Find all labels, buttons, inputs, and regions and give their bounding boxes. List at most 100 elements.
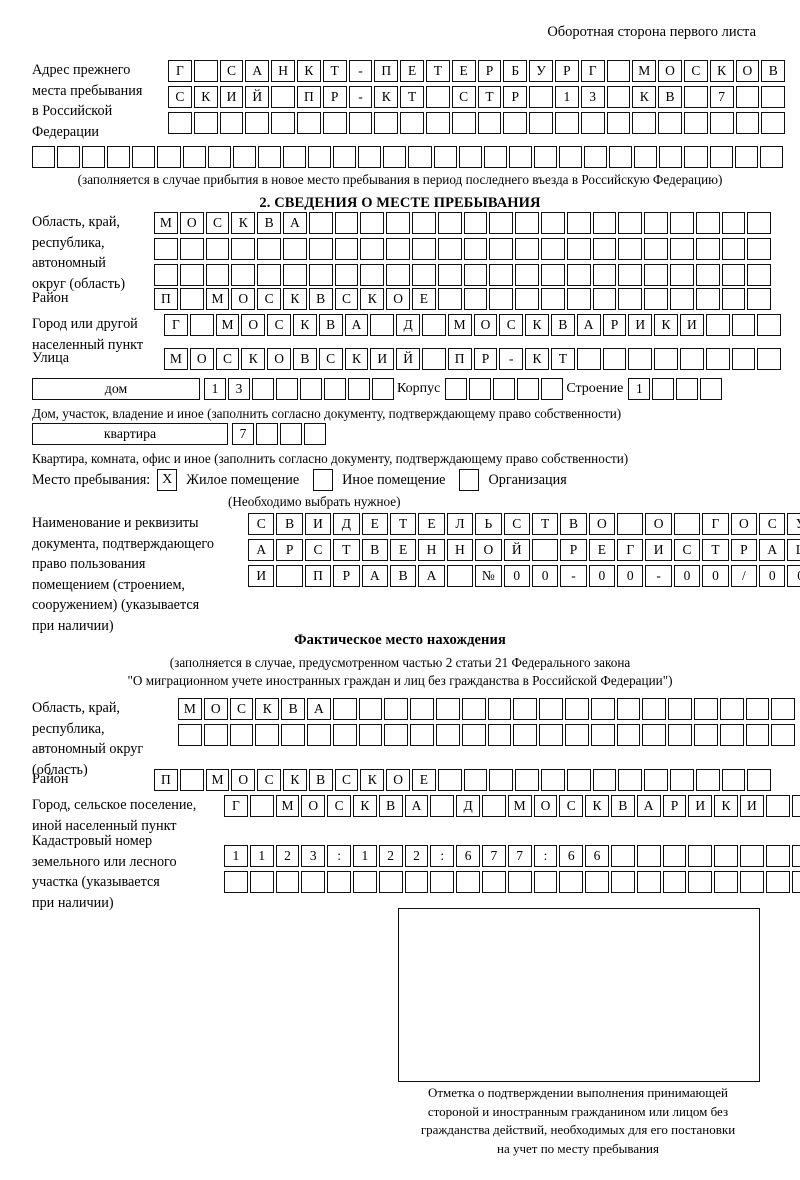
house-cell-7[interactable]	[348, 378, 370, 400]
region-cell-16[interactable]	[540, 264, 565, 286]
prev-addr-cell-6[interactable]: П	[296, 86, 321, 108]
city-cell-21[interactable]: И	[679, 314, 704, 336]
cadastral-cell-21[interactable]	[739, 845, 764, 867]
house-cell-5[interactable]	[300, 378, 322, 400]
city-cell-2[interactable]	[189, 314, 214, 336]
actual-city-cell-12[interactable]: М	[507, 795, 532, 817]
actual-region-cell-11[interactable]	[435, 698, 460, 720]
region-cell-2[interactable]	[179, 238, 204, 260]
region-cell-21[interactable]	[669, 212, 694, 234]
region-cell-19[interactable]	[618, 212, 643, 234]
region-cell-15[interactable]	[515, 264, 539, 286]
city-cell-23[interactable]	[731, 314, 756, 336]
street-cell-22[interactable]	[705, 348, 730, 370]
actual-city-cell-8[interactable]: А	[404, 795, 429, 817]
actual-region-cell-15[interactable]	[539, 698, 563, 720]
document-cell-4[interactable]: Д	[333, 513, 360, 535]
region-cell-13[interactable]	[463, 212, 488, 234]
document-cell-1[interactable]: С	[248, 513, 275, 535]
prev-addr-cell-8[interactable]	[207, 146, 231, 168]
region-cell-23[interactable]	[721, 264, 746, 286]
prev-addr-cell-11[interactable]: Т	[425, 60, 450, 82]
document-cell-3[interactable]: С	[304, 539, 332, 561]
document-cell-11[interactable]: 0	[531, 565, 559, 587]
prev-addr-cell-8[interactable]: -	[348, 60, 373, 82]
region-cell-1[interactable]: М	[154, 212, 178, 234]
city-cell-5[interactable]: С	[267, 314, 291, 336]
prev-addr-cell-7[interactable]: Т	[322, 60, 347, 82]
prev-addr-cell-11[interactable]	[425, 112, 450, 134]
document-cell-9[interactable]: Ь	[475, 513, 502, 535]
document-cell-7[interactable]: Е	[418, 513, 445, 535]
cadastral-cell-16[interactable]	[610, 871, 635, 893]
region-cell-8[interactable]	[334, 212, 359, 234]
region-cell-18[interactable]	[592, 264, 617, 286]
cadastral-cell-19[interactable]	[688, 871, 713, 893]
prev-addr-cell-16[interactable]: 1	[554, 86, 579, 108]
actual-district-cell-9[interactable]: К	[360, 769, 385, 791]
region-row-2[interactable]	[154, 238, 772, 260]
actual-district-cell-5[interactable]: С	[257, 769, 281, 791]
cadastral-cell-15[interactable]	[585, 871, 609, 893]
actual-city-cell-21[interactable]: И	[739, 795, 764, 817]
prev-addr-cell-10[interactable]	[400, 112, 424, 134]
region-cell-18[interactable]	[592, 212, 617, 234]
document-cell-14[interactable]: 0	[617, 565, 644, 587]
document-cell-20[interactable]: У	[787, 513, 800, 535]
actual-district-cell-20[interactable]	[644, 769, 668, 791]
flat-cell-2[interactable]	[256, 423, 278, 445]
actual-region-cell-22[interactable]	[719, 724, 744, 746]
region-cell-17[interactable]	[566, 212, 591, 234]
city-cell-16[interactable]: В	[550, 314, 575, 336]
region-cell-18[interactable]	[592, 238, 617, 260]
region-cell-11[interactable]	[411, 212, 436, 234]
prev-addr-cell-22[interactable]	[558, 146, 583, 168]
street-cell-6[interactable]: В	[292, 348, 317, 370]
city-cell-7[interactable]: В	[318, 314, 343, 336]
cadastral-cell-9[interactable]	[430, 871, 455, 893]
cadastral-cell-12[interactable]: 7	[507, 845, 532, 867]
prev-addr-cell-1[interactable]: С	[168, 86, 192, 108]
actual-region-cell-8[interactable]	[358, 698, 383, 720]
street-cell-3[interactable]: С	[215, 348, 240, 370]
document-cell-18[interactable]: Р	[730, 539, 758, 561]
street-cell-23[interactable]	[731, 348, 756, 370]
cadastral-row-2[interactable]	[224, 871, 800, 893]
prev-addr-cell-5[interactable]: Н	[271, 60, 295, 82]
prev-addr-cell-5[interactable]	[132, 146, 156, 168]
cadastral-cell-4[interactable]: 3	[301, 845, 326, 867]
korpus-cell-1[interactable]	[445, 378, 468, 400]
document-cell-6[interactable]: В	[389, 565, 417, 587]
region-cell-2[interactable]	[179, 264, 204, 286]
actual-region-cell-5[interactable]	[281, 724, 305, 746]
region-cell-4[interactable]	[231, 238, 256, 260]
stroenie-cell-4[interactable]	[700, 378, 723, 400]
actual-region-cell-19[interactable]	[642, 724, 667, 746]
region-cell-20[interactable]	[644, 212, 668, 234]
district-cell-10[interactable]: О	[386, 288, 410, 310]
district-cell-20[interactable]	[644, 288, 668, 310]
prev-addr-cell-3[interactable]	[82, 146, 106, 168]
street-cell-16[interactable]: Т	[550, 348, 575, 370]
cadastral-cell-14[interactable]: 6	[559, 845, 584, 867]
prev-addr-cell-17[interactable]	[433, 146, 457, 168]
street-cell-24[interactable]	[757, 348, 782, 370]
prev-addr-cell-26[interactable]	[659, 146, 683, 168]
document-cell-16[interactable]	[673, 513, 701, 535]
actual-region-cell-20[interactable]	[668, 698, 692, 720]
prev-addr-cell-15[interactable]	[383, 146, 407, 168]
cadastral-cell-3[interactable]	[275, 871, 300, 893]
actual-region-cell-19[interactable]	[642, 698, 667, 720]
document-cell-18[interactable]: О	[730, 513, 758, 535]
street-cell-15[interactable]: К	[525, 348, 549, 370]
actual-region-cell-24[interactable]	[771, 698, 796, 720]
district-cell-23[interactable]	[721, 288, 746, 310]
prev-addr-cell-3[interactable]: С	[219, 60, 244, 82]
document-cell-13[interactable]: Е	[588, 539, 616, 561]
prev-addr-cell-11[interactable]	[282, 146, 307, 168]
actual-region-cell-22[interactable]	[719, 698, 744, 720]
city-cell-17[interactable]: А	[576, 314, 601, 336]
district-cell-15[interactable]	[515, 288, 539, 310]
